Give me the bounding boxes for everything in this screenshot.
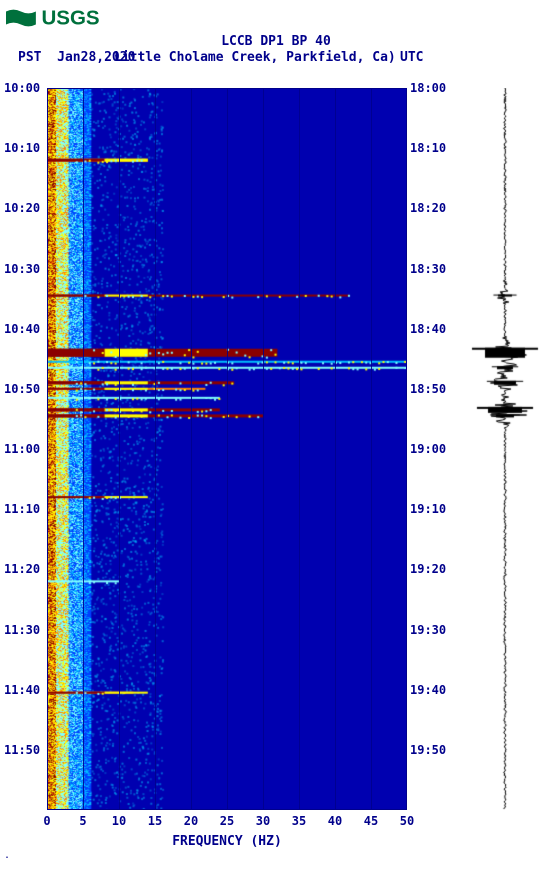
usgs-logo: USGS: [6, 4, 109, 32]
svg-text:USGS: USGS: [41, 7, 99, 30]
y-axis-ticks-utc: 18:0018:1018:2018:3018:4018:5019:0019:10…: [410, 88, 452, 810]
spectrogram-plot: [47, 88, 407, 810]
x-axis-label: FREQUENCY (HZ): [47, 834, 407, 849]
footer-mark: .: [4, 850, 10, 861]
y-axis-ticks-pst: 10:0010:1010:2010:3010:4010:5011:0011:10…: [4, 88, 46, 810]
x-axis-ticks: 05101520253035404550: [47, 814, 407, 832]
seismogram-trace: [470, 88, 540, 810]
plot-title: LCCB DP1 BP 40: [0, 34, 552, 49]
